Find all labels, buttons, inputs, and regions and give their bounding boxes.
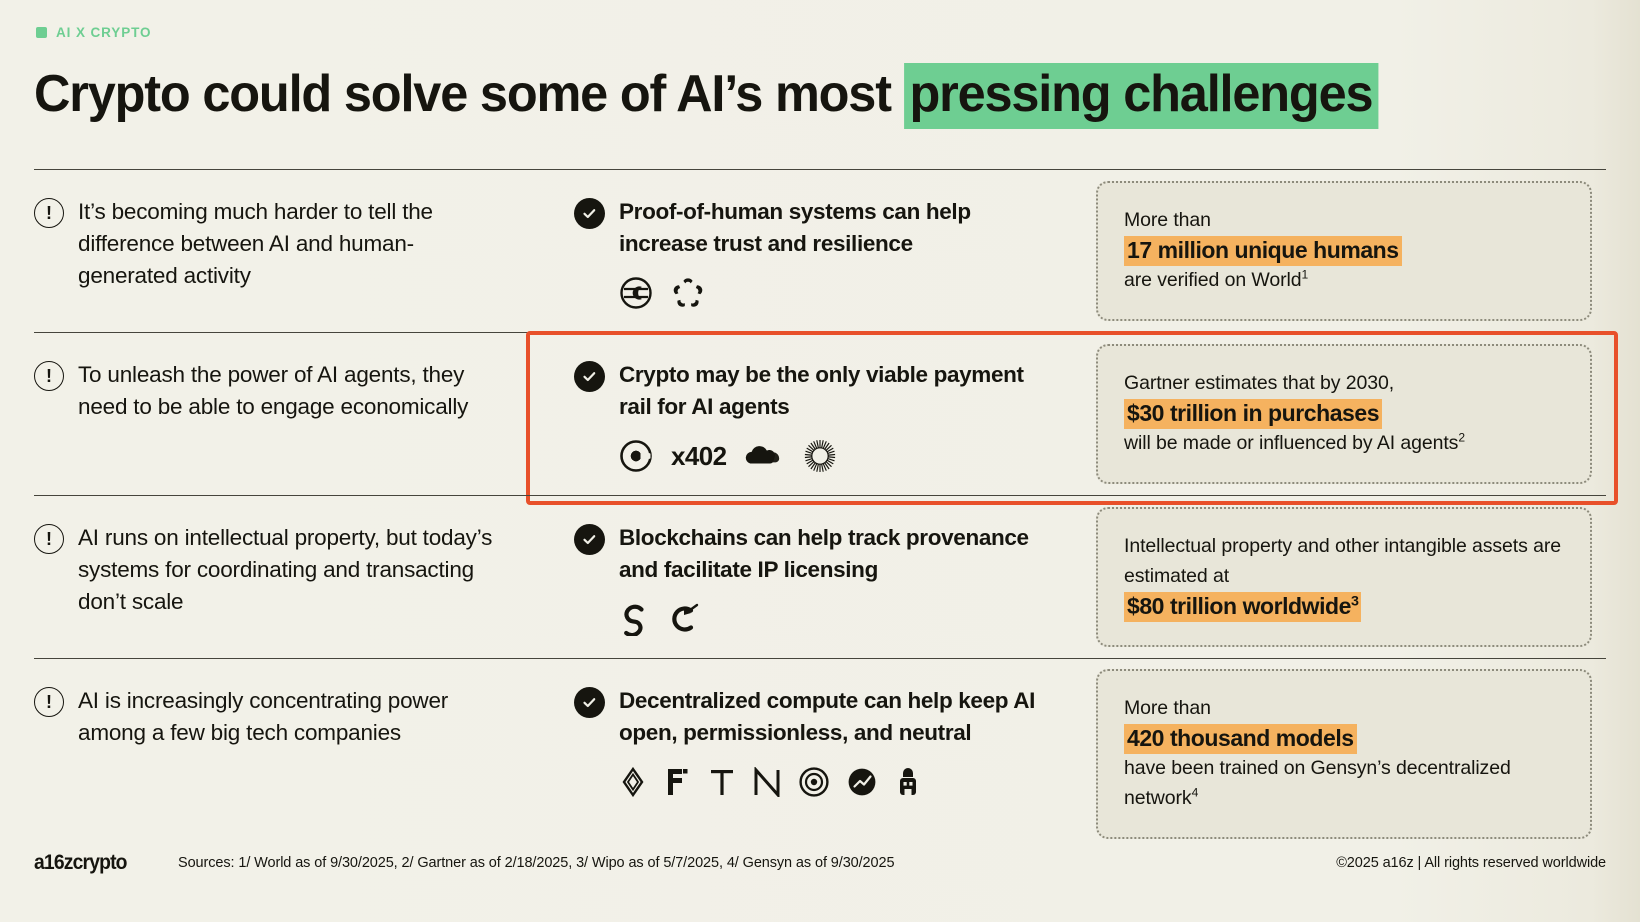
camp-network-logo <box>667 602 699 636</box>
table-row: ! It’s becoming much harder to tell the … <box>34 169 1606 332</box>
problem-cell: ! AI runs on intellectual property, but … <box>34 496 550 658</box>
solution-head: Proof-of-human systems can help increase… <box>574 196 1058 260</box>
x402-wordmark: x402 <box>671 441 727 471</box>
table-row: ! AI runs on intellectual property, but … <box>34 495 1606 658</box>
stat-callout-box: Gartner estimates that by 2030, $30 tril… <box>1096 344 1592 484</box>
stat-cell: Intellectual property and other intangib… <box>1082 496 1606 658</box>
sources-note: Sources: 1/ World as of 9/30/2025, 2/ Ga… <box>178 855 895 871</box>
stat-highlight-line: 17 million unique humans <box>1124 235 1564 266</box>
check-circle-icon <box>574 687 605 718</box>
page-title: Crypto could solve some of AI’s most pre… <box>34 62 1379 129</box>
world-globe-logo <box>619 276 653 310</box>
stat-highlight-line: $30 trillion in purchases <box>1124 398 1564 429</box>
solution-head: Crypto may be the only viable payment ra… <box>574 359 1058 423</box>
stat-post-line: have been trained on Gensyn’s decentrali… <box>1124 753 1564 813</box>
eyebrow: AI X CRYPTO <box>36 25 151 40</box>
skyfire-sunburst-logo <box>802 438 838 474</box>
table-row: ! AI is increasingly concentrating power… <box>34 658 1606 849</box>
page-title-highlight: pressing challenges <box>903 63 1379 129</box>
stat-callout-box: Intellectual property and other intangib… <box>1096 507 1592 647</box>
problem-cell: ! To unleash the power of AI agents, the… <box>34 333 550 495</box>
problem-cell: ! It’s becoming much harder to tell the … <box>34 170 550 332</box>
check-circle-icon <box>574 198 605 229</box>
stat-post: have been trained on Gensyn’s decentrali… <box>1124 757 1511 809</box>
stat-highlight: $80 trillion worldwide3 <box>1124 592 1362 622</box>
logo-strip: x402 <box>574 437 1058 475</box>
solution-text: Decentralized compute can help keep AI o… <box>619 688 1035 745</box>
solution-cell: Proof-of-human systems can help increase… <box>550 170 1082 332</box>
a16zcrypto-logo: a16zcrypto <box>34 851 127 874</box>
stat-pre: Gartner estimates that by 2030, <box>1124 372 1395 394</box>
cloudflare-logo <box>744 443 784 469</box>
page-title-plain: Crypto could solve some of AI’s most <box>34 65 904 123</box>
problem-cell: ! AI is increasingly concentrating power… <box>34 659 550 849</box>
akash-network-logo <box>799 767 829 797</box>
stat-highlight: 17 million unique humans <box>1124 236 1402 266</box>
stat-footnote: 3 <box>1350 593 1359 610</box>
solution-head: Blockchains can help track provenance an… <box>574 522 1058 586</box>
bittensor-logo <box>847 767 877 797</box>
stat-footnote: 1 <box>1301 267 1309 282</box>
gensyn-diamond-logo <box>619 767 647 797</box>
logo-strip <box>574 274 1058 312</box>
stat-cell: Gartner estimates that by 2030, $30 tril… <box>1082 333 1606 495</box>
logo-strip <box>574 763 1058 801</box>
exo-labs-logo <box>895 766 921 798</box>
solution-cell: Crypto may be the only viable payment ra… <box>550 333 1082 495</box>
eyebrow-label: AI X CRYPTO <box>56 25 152 40</box>
check-circle-icon <box>574 524 605 555</box>
problem-text: AI runs on intellectual property, but to… <box>78 525 493 614</box>
prime-intellect-logo <box>665 767 691 797</box>
stat-post: are verified on World <box>1124 269 1302 291</box>
problem-text: AI is increasingly concentrating power a… <box>78 688 449 745</box>
stat-footnote: 4 <box>1191 785 1199 800</box>
exclamation-circle-icon: ! <box>34 198 64 228</box>
coinbase-logo <box>619 439 653 473</box>
stat-pre: More than <box>1124 697 1211 719</box>
stat-highlight-line: $80 trillion worldwide3 <box>1124 591 1564 622</box>
stat-highlight-text: $80 trillion worldwide <box>1127 593 1351 619</box>
stat-cell: More than 420 thousand models have been … <box>1082 659 1606 849</box>
story-protocol-logo <box>619 602 649 636</box>
table-row[interactable]: ! To unleash the power of AI agents, the… <box>34 331 1618 505</box>
solution-cell: Blockchains can help track provenance an… <box>550 496 1082 658</box>
stat-highlight: $30 trillion in purchases <box>1124 399 1383 429</box>
problem-text: To unleash the power of AI agents, they … <box>78 362 469 419</box>
solution-text: Crypto may be the only viable payment ra… <box>619 362 1024 419</box>
eyebrow-swatch-icon <box>36 27 47 38</box>
comparison-table: ! It’s becoming much harder to tell the … <box>34 169 1618 849</box>
together-ai-logo <box>709 767 735 797</box>
logo-strip <box>574 600 1058 638</box>
copyright-note: ©2025 a16z | All rights reserved worldwi… <box>1336 855 1606 871</box>
solution-cell: Decentralized compute can help keep AI o… <box>550 659 1082 849</box>
stat-callout-box: More than 17 million unique humans are v… <box>1096 181 1592 321</box>
exclamation-circle-icon: ! <box>34 361 64 391</box>
solution-head: Decentralized compute can help keep AI o… <box>574 685 1058 749</box>
stat-callout-box: More than 420 thousand models have been … <box>1096 669 1592 839</box>
stat-pre: More than <box>1124 209 1211 231</box>
exclamation-circle-icon: ! <box>34 687 64 717</box>
stat-post-line: are verified on World1 <box>1124 265 1564 295</box>
exclamation-circle-icon: ! <box>34 524 64 554</box>
footer: a16zcrypto Sources: 1/ World as of 9/30/… <box>0 842 1640 884</box>
stat-highlight: 420 thousand models <box>1124 724 1357 754</box>
stat-pre: Intellectual property and other intangib… <box>1124 535 1561 587</box>
nous-research-logo <box>753 767 781 797</box>
problem-text: It’s becoming much harder to tell the di… <box>78 199 433 288</box>
stat-post: will be made or influenced by AI agents <box>1124 432 1459 454</box>
solution-text: Blockchains can help track provenance an… <box>619 525 1029 582</box>
humanity-protocol-logo <box>671 276 705 310</box>
check-circle-icon <box>574 361 605 392</box>
stat-post-line: will be made or influenced by AI agents2 <box>1124 428 1564 458</box>
stat-footnote: 2 <box>1458 430 1465 445</box>
stat-highlight-line: 420 thousand models <box>1124 723 1564 754</box>
stat-cell: More than 17 million unique humans are v… <box>1082 170 1606 332</box>
solution-text: Proof-of-human systems can help increase… <box>619 199 971 256</box>
